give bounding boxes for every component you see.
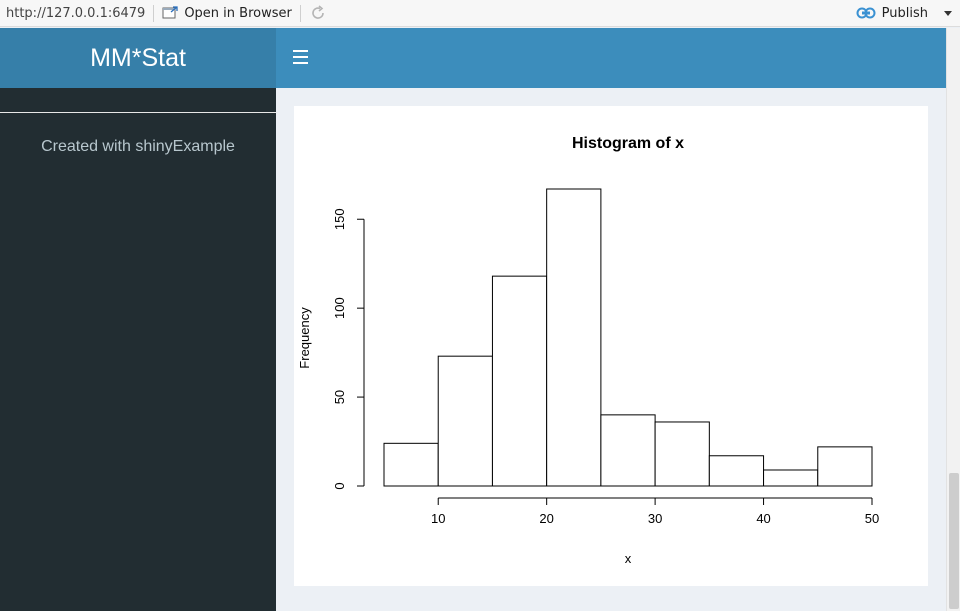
y-tick-label: 50	[332, 390, 347, 404]
histogram-bar	[817, 446, 873, 487]
x-tick-label: 20	[539, 511, 553, 526]
top-navbar	[276, 28, 946, 88]
y-tick-label: 100	[332, 297, 347, 319]
y-axis: 0 50 100 150	[332, 208, 365, 490]
histogram-bar	[491, 275, 548, 487]
plot-container: Histogram of x x Frequency 10 20 30 40 50 0 5…	[294, 106, 928, 586]
toolbar-separator	[299, 4, 301, 22]
sidebar: Created with shinyExample	[0, 88, 276, 611]
open-in-browser-button[interactable]: Open in Browser	[162, 6, 292, 21]
x-tick-label: 10	[431, 511, 445, 526]
toolbar-separator	[153, 4, 155, 22]
open-in-browser-icon	[162, 6, 178, 19]
chevron-down-icon[interactable]	[944, 10, 952, 16]
histogram-bar	[763, 469, 819, 487]
y-tick-label: 150	[332, 208, 347, 230]
open-in-browser-label: Open in Browser	[184, 5, 292, 21]
x-tick-label: 40	[756, 511, 770, 526]
y-tick-label: 0	[332, 482, 347, 489]
histogram-bars	[383, 188, 873, 487]
viewer-url: http://127.0.0.1:6479	[6, 5, 146, 21]
publish-label: Publish	[881, 5, 928, 21]
app-logo[interactable]: MM*Stat	[0, 28, 276, 88]
main-content: Histogram of x x Frequency 10 20 30 40 50 0 5…	[276, 88, 946, 611]
scrollbar-thumb[interactable]	[949, 473, 959, 609]
sidebar-credit: Created with shinyExample	[41, 138, 235, 155]
sidebar-divider	[0, 112, 276, 113]
histogram-bar	[546, 188, 602, 487]
publish-icon	[856, 7, 876, 19]
histogram-bar	[383, 442, 439, 487]
viewer-toolbar: http://127.0.0.1:6479 Open in Browser Pu…	[0, 0, 960, 27]
histogram-bar	[708, 455, 765, 487]
y-axis-label: Frequency	[297, 307, 312, 369]
x-axis: 10 20 30 40 50	[431, 497, 879, 526]
vertical-scrollbar[interactable]	[946, 28, 960, 611]
refresh-icon[interactable]	[309, 4, 327, 22]
sidebar-toggle-icon[interactable]	[293, 50, 308, 64]
chart-title: Histogram of x	[572, 135, 684, 152]
x-axis-label: x	[625, 551, 632, 566]
histogram-chart: Histogram of x x Frequency 10 20 30 40 50 0 5…	[297, 135, 879, 566]
histogram-bar	[600, 414, 656, 487]
publish-button[interactable]: Publish	[856, 6, 960, 21]
histogram-bar	[437, 355, 493, 487]
x-tick-label: 50	[865, 511, 879, 526]
x-tick-label: 30	[648, 511, 662, 526]
histogram-bar	[654, 421, 710, 487]
